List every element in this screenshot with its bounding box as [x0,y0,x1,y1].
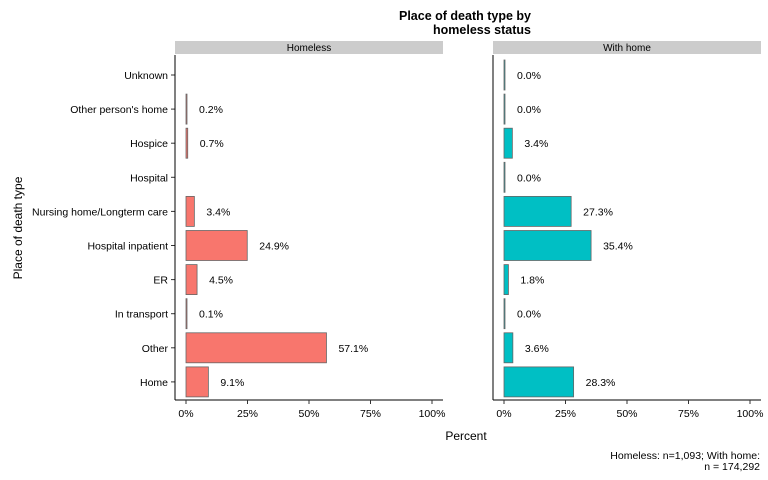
bar [185,93,188,125]
y-tick-label: Home [140,377,168,389]
x-tick-label: 50% [616,408,637,420]
data-label: 35.4% [603,241,633,253]
y-tick-label: Hospice [130,138,168,150]
y-tick-label: Nursing home/Longterm care [32,206,168,218]
data-label: 4.5% [209,275,233,287]
data-label: 24.9% [259,241,289,253]
x-tick-label: 0% [496,408,511,420]
bar [503,332,514,364]
bar [503,230,592,261]
data-label: 3.4% [524,138,548,150]
bar [503,93,506,125]
facet-strip [175,41,443,54]
bar [503,127,513,159]
bar [503,195,572,227]
facet-strip-label: With home [603,43,651,54]
bar [185,195,195,227]
x-tick-label: 75% [678,408,699,420]
bar [503,264,509,296]
caption-line1: Homeless: n=1,093; With home: [610,450,760,462]
x-tick-label: 100% [419,408,446,420]
facet-strip [493,41,761,54]
data-label: 9.1% [220,377,244,389]
bar [503,59,506,91]
y-tick-label: Other [142,343,169,355]
data-label: 57.1% [338,343,368,355]
y-tick-label: In transport [115,309,168,321]
bar [503,161,506,193]
y-tick-label: Other person's home [70,104,168,116]
plot-area: Unknown Other person's home Hospice Hospita… [32,41,763,420]
facet-strip-label: Homeless [287,43,331,54]
data-label: 0.0% [517,172,541,184]
y-axis-title: Place of death type [11,176,25,279]
bar [185,366,209,398]
x-tick-label: 25% [555,408,576,420]
data-label: 28.3% [586,377,616,389]
chart-title-line1: Place of death type by [399,9,531,23]
y-tick-label: Unknown [124,70,168,82]
data-label: 1.8% [520,275,544,287]
bar [185,264,198,296]
chart-title-line2: homeless status [433,23,531,37]
data-label: 0.1% [199,309,223,321]
x-tick-label: 100% [737,408,764,420]
x-tick-label: 0% [178,408,193,420]
bar [503,298,506,330]
x-tick-label: 25% [237,408,258,420]
bar [185,127,189,159]
data-label: 0.7% [200,138,224,150]
data-label: 0.0% [517,309,541,321]
data-label: 3.4% [206,206,230,218]
y-tick-label: Hospital [130,172,168,184]
bar [503,366,575,398]
bar [185,298,188,330]
x-axis-title: Percent [445,429,487,443]
x-tick-label: 75% [360,408,381,420]
data-label: 0.0% [517,70,541,82]
data-label: 3.6% [525,343,549,355]
y-tick-label: Hospital inpatient [87,241,168,253]
y-tick-label: ER [153,275,168,287]
data-label: 0.2% [199,104,223,116]
data-label: 0.0% [517,104,541,116]
bar [185,230,248,261]
caption-line2: n = 174,292 [704,461,760,473]
x-tick-label: 50% [298,408,319,420]
bar [185,332,327,364]
data-label: 27.3% [583,206,613,218]
